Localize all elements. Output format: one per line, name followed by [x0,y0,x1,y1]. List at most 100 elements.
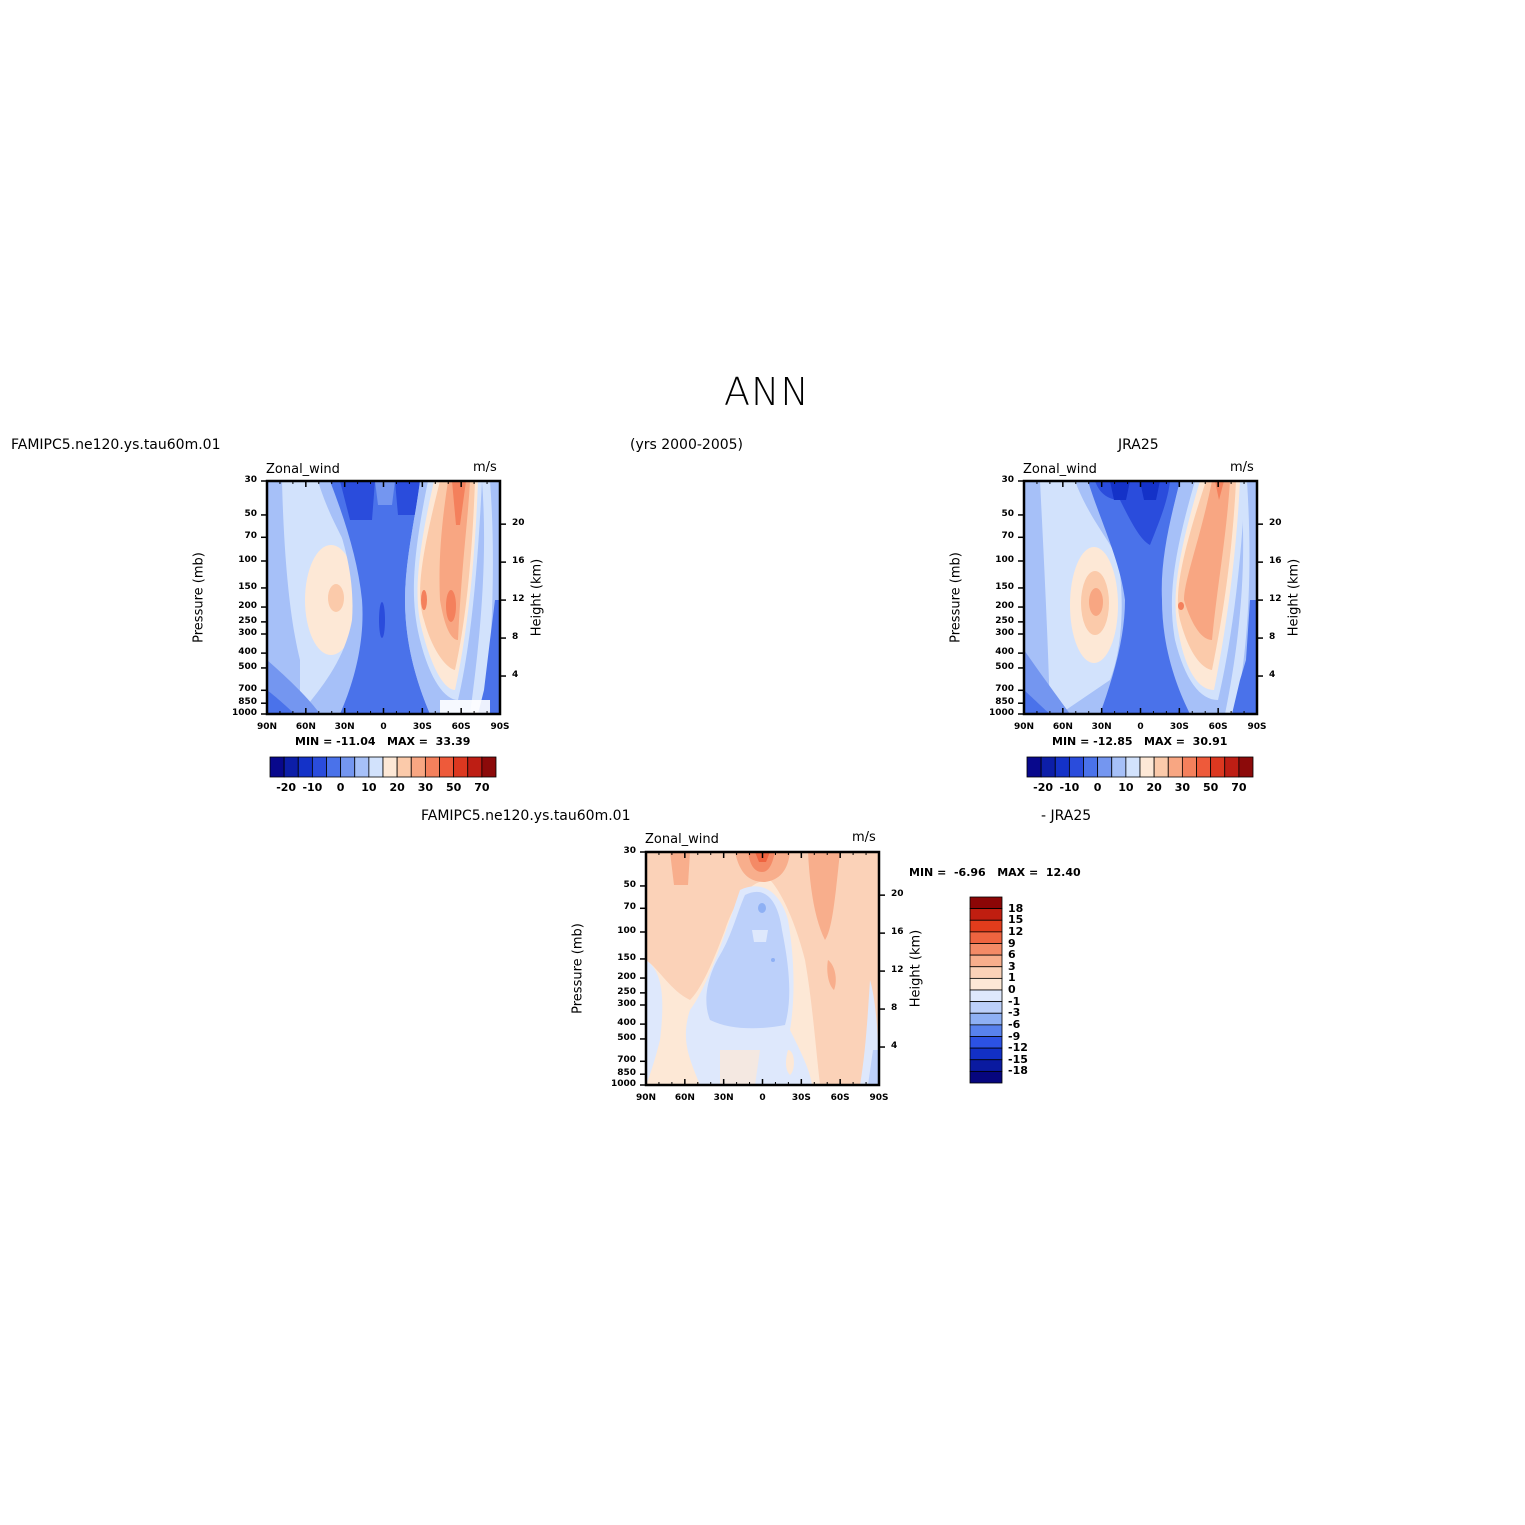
colorbar3-label: -6 [1008,1017,1021,1031]
panel2-xtick-label: 30N [1091,722,1112,732]
panel-obs [1024,481,1257,714]
panel3-ytick-label: 500 [617,1032,636,1043]
colorbar3-box [969,1047,1003,1061]
panel2-ytick-label: 200 [995,601,1014,612]
colorbar3-box [969,1059,1003,1072]
colorbar1-box [368,756,384,778]
colorbar3-box [969,966,1003,979]
colorbar2-label: 50 [1202,781,1219,794]
colorbar2-box [1083,756,1099,778]
panel1-xtick-label: 30N [334,722,355,732]
colorbar3-label: -15 [1008,1052,1028,1066]
colorbar3-label: -9 [1008,1029,1021,1043]
colorbar1-label: 70 [474,781,490,794]
colorbar3-label: 6 [1008,948,1016,962]
panel2-xtick-label: 60N [1052,722,1073,732]
panel1-ytick-right-label: 20 [512,518,525,529]
colorbar1-label: 20 [389,781,405,794]
panel2-ylabel: Pressure (mb) [948,551,964,643]
panel3-ylabel: Pressure (mb) [570,922,586,1014]
panel2-ylabel-right: Height (km) [1286,558,1302,636]
colorbar2-box [1054,756,1070,778]
colorbar1-box [283,756,299,778]
panel3-ytick-label: 200 [617,972,636,983]
panel3-xtick-label: 60S [830,1093,850,1103]
colorbar2-box [1097,756,1113,778]
colorbar2-box [1210,756,1226,778]
panel1-ytick-label: 500 [238,661,257,672]
panel2-xtick-label: 90N [1014,722,1035,732]
panel2-ytick-right-label: 4 [1269,670,1276,681]
panel3-ytick-label: 70 [623,902,636,913]
panel3-ytick-label: 30 [623,846,636,856]
panel2-ytick-label: 150 [995,581,1014,592]
colorbar2-box [1238,756,1254,778]
colorbar1-box [439,756,455,778]
panel3-ytick-right-label: 16 [891,927,904,938]
panel1-xtick-label: 0 [380,722,387,732]
colorbar2-box [1125,756,1141,778]
panel2-xtick-label: 30S [1169,722,1189,732]
panel1-ytick-label: 100 [238,555,257,565]
panel1-title: Zonal_wind [266,462,340,477]
panel1-ytick-label: 30 [244,475,257,485]
panel1-ylabel-right: Height (km) [529,558,545,636]
panel1-xtick-label: 60N [295,722,316,732]
colorbar2-label: 30 [1174,781,1191,794]
panel-difference [646,852,879,1085]
panel3-ytick-label: 50 [623,879,636,890]
panel2-ytick-right-label: 20 [1269,518,1282,529]
left-case-label: FAMIPC5.ne120.ys.tau60m.01 [11,437,221,453]
colorbar1-box [297,756,313,778]
panel2-ytick-label: 30 [1001,475,1014,485]
colorbar3-label: 1 [1008,971,1016,985]
colorbar1-label: 50 [445,781,462,794]
colorbar2-label: 20 [1146,781,1162,794]
colorbar3-label: -3 [1008,1006,1021,1020]
colorbar3-box [969,1036,1003,1049]
colorbar3-box [969,1001,1003,1014]
colorbar1-label: -20 [276,781,297,794]
colorbar2-box [1026,756,1042,778]
panel1-xtick-label: 30S [412,722,432,732]
panel1-ytick-label: 850 [238,697,257,708]
panel3-ylabel-right: Height (km) [908,929,924,1007]
panel1-ytick-label: 1000 [231,708,257,718]
colorbar1-label: 30 [417,781,434,794]
panel3-xtick-label: 90S [869,1093,889,1103]
panel3-ytick-right-label: 12 [891,965,904,976]
colorbar3-box [969,977,1003,991]
colorbar1-box [396,756,412,778]
main-title: ANN [724,370,810,414]
panel1-ytick-label: 70 [244,531,257,542]
panel3-title: Zonal_wind [645,832,719,847]
panel3-ytick-label: 850 [617,1068,636,1079]
panel1-xtick-label: 90N [257,722,278,732]
panel2-xtick-label: 90S [1247,722,1267,732]
colorbar2-box [1224,756,1240,778]
panel2-ytick-label: 300 [995,628,1014,638]
panel1-ytick-label: 150 [238,581,257,592]
panel3-ytick-label: 100 [617,926,636,936]
colorbar3-label: -18 [1008,1064,1028,1078]
colorbar1-box [311,756,327,778]
colorbar1-label: 0 [336,781,345,794]
panel3-ytick-label: 300 [617,999,636,1009]
panel3-xtick-label: 90N [636,1093,657,1103]
panel2-units: m/s [1230,460,1254,475]
diff-case-label: FAMIPC5.ne120.ys.tau60m.01 [421,808,631,824]
panel1-ytick-label: 400 [238,647,257,658]
colorbar1-box [467,756,483,778]
panel1-xtick-label: 90S [490,722,510,732]
panel1-ytick-label: 200 [238,601,257,612]
panel3-ytick-right-label: 8 [891,1003,898,1014]
colorbar3-box [969,1024,1003,1037]
panel1-units: m/s [473,460,497,475]
colorbar3-label: 15 [1008,913,1024,927]
panel1-ytick-right-label: 4 [512,670,519,681]
colorbar1-box [269,756,285,778]
panel2-ytick-label: 500 [995,661,1014,672]
colorbar3-label: 9 [1008,936,1016,950]
diff-minus-label: - JRA25 [1041,808,1092,824]
colorbar1-label: 10 [361,781,377,794]
